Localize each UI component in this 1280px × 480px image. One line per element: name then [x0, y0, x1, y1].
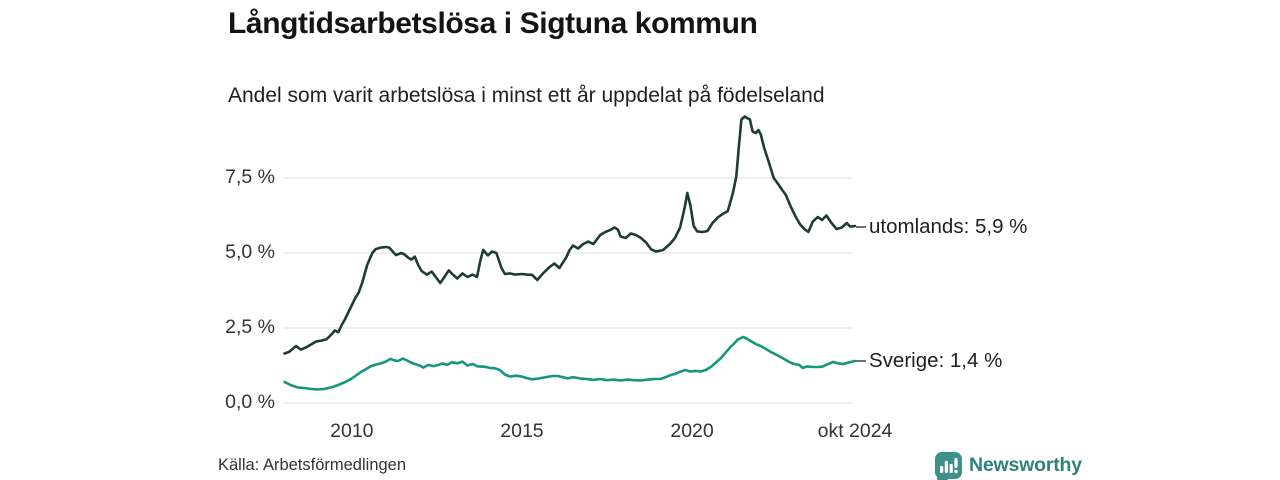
page-title: Långtidsarbetslösa i Sigtuna kommun [228, 7, 758, 40]
x-tick-label: 2015 [500, 420, 544, 442]
y-tick-label: 7,5 % [225, 166, 275, 188]
newsworthy-logo[interactable]: Newsworthy [935, 451, 1082, 479]
series-line-utomlands [283, 115, 857, 355]
y-tick-label: 0,0 % [225, 391, 275, 413]
y-tick-label: 5,0 % [225, 241, 275, 263]
series-label-utomlands: utomlands: 5,9 % [869, 215, 1028, 238]
source-credit: Källa: Arbetsförmedlingen [218, 456, 407, 474]
newsworthy-bar-chart-icon [935, 451, 962, 479]
series-label-dash-sverige [856, 360, 866, 362]
x-tick-label: 2010 [330, 420, 374, 442]
newsworthy-wordmark: Newsworthy [969, 453, 1082, 476]
series-line-Sverige [283, 335, 857, 391]
series-label-sverige: Sverige: 1,4 % [869, 349, 1003, 372]
x-tick-label: 2020 [670, 420, 714, 442]
y-tick-label: 2,5 % [225, 316, 275, 338]
x-tick-label: okt 2024 [817, 420, 893, 442]
chart-subtitle: Andel som varit arbetslösa i minst ett å… [228, 84, 825, 107]
series-label-dash-utomlands [856, 226, 866, 228]
